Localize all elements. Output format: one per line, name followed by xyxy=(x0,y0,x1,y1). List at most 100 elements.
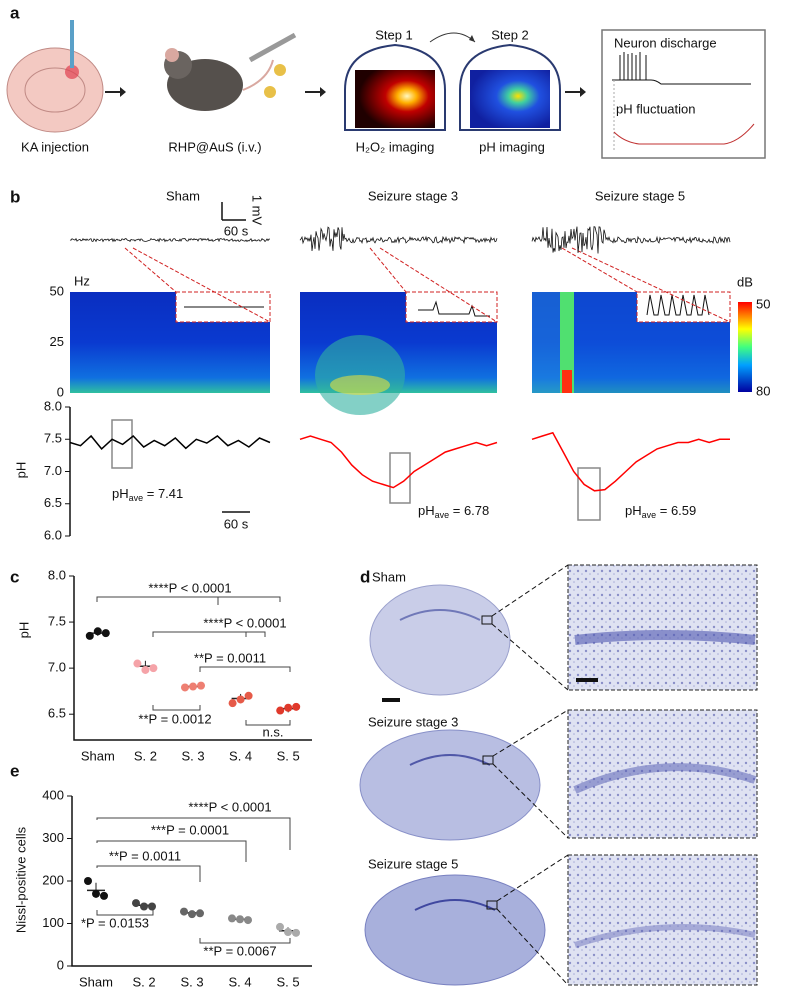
annotation: **P = 0.0012 xyxy=(138,711,211,726)
column-title: Sham xyxy=(166,188,200,203)
ph-sub: ave xyxy=(435,510,450,520)
data-point xyxy=(181,683,189,692)
ph-label: pH xyxy=(112,486,129,501)
x-tick-label: S. 5 xyxy=(276,974,299,989)
panel-label: c xyxy=(10,567,19,586)
annotation: **P = 0.0011 xyxy=(109,848,181,863)
axis-title: pH xyxy=(16,622,31,639)
column-title: Seizure stage 3 xyxy=(368,188,458,203)
illustration xyxy=(6,20,766,159)
data-point xyxy=(228,699,237,708)
label: pH imaging xyxy=(479,139,545,154)
ph-trace xyxy=(531,431,730,492)
data-point xyxy=(93,627,102,636)
y-tick-label: 6.5 xyxy=(48,706,66,721)
label: Step 2 xyxy=(491,27,529,42)
spectrograms xyxy=(70,202,752,521)
data-point xyxy=(133,659,142,668)
axis-title: Nissl-positive cells xyxy=(13,826,28,933)
column-title: Seizure stage 5 xyxy=(595,188,685,203)
label: Neuron discharge xyxy=(614,35,717,50)
histology xyxy=(359,564,758,986)
data-point xyxy=(276,922,284,931)
ph-label: pH xyxy=(418,503,435,518)
y-tick-label: 6.0 xyxy=(44,527,62,542)
label: RHP@AuS (i.v.) xyxy=(168,139,261,154)
y-tick-label: 8.0 xyxy=(44,398,62,413)
x-tick-label: S. 5 xyxy=(277,748,300,763)
freq-tick-label: 0 xyxy=(57,384,64,399)
data-point xyxy=(197,681,205,690)
data-point xyxy=(228,914,236,923)
annotation: **P = 0.0067 xyxy=(203,943,276,958)
x-tick-label: S. 4 xyxy=(229,748,252,763)
y-tick-label: 7.5 xyxy=(44,431,62,446)
freq-tick-label: 50 xyxy=(50,283,64,298)
y-tick-label: 8.0 xyxy=(48,567,66,582)
x-tick-label: Sham xyxy=(81,748,115,763)
annotation: ***P = 0.0001 xyxy=(151,822,229,837)
data-point xyxy=(85,631,94,640)
eeg-trace xyxy=(531,226,731,254)
annotation: *P = 0.0153 xyxy=(81,915,149,930)
data-point xyxy=(132,899,140,908)
data-point xyxy=(244,691,253,700)
y-tick-label: 400 xyxy=(42,787,64,802)
y-tick-label: 7.0 xyxy=(48,660,66,675)
bracket xyxy=(96,596,281,602)
annotation: ****P < 0.0001 xyxy=(148,580,231,595)
ph-sub: ave xyxy=(129,493,144,503)
data-point xyxy=(284,703,293,712)
ph-trace xyxy=(299,435,498,489)
data-point xyxy=(84,877,92,885)
axis-title: pH xyxy=(13,462,28,479)
ph-value: = 6.78 xyxy=(449,503,489,518)
annotation: ****P < 0.0001 xyxy=(203,615,286,630)
ph-sub: ave xyxy=(642,510,657,520)
data-point xyxy=(236,695,245,704)
bracket xyxy=(96,817,291,850)
label: pH fluctuation xyxy=(616,101,696,116)
data-point xyxy=(188,910,196,919)
data-point xyxy=(276,706,285,715)
data-point xyxy=(189,682,197,691)
data-point xyxy=(244,916,252,925)
data-point xyxy=(236,915,244,924)
x-tick-label: S. 3 xyxy=(180,974,203,989)
bracket xyxy=(152,597,266,637)
label: Hz xyxy=(74,273,90,288)
data-point xyxy=(148,902,156,911)
data-point xyxy=(149,664,158,673)
ph-value: = 6.59 xyxy=(656,503,696,518)
x-tick-label: S. 4 xyxy=(228,974,251,989)
x-tick-label: Sham xyxy=(79,974,113,989)
y-tick-label: 200 xyxy=(42,872,64,887)
label: 60 s xyxy=(224,516,249,531)
ph-average: pHave = 6.59 xyxy=(625,503,696,520)
panel-label: e xyxy=(10,761,19,780)
label: KA injection xyxy=(21,139,89,154)
axes xyxy=(73,576,312,741)
label: 50 xyxy=(756,296,770,311)
annotation: ****P < 0.0001 xyxy=(188,799,271,814)
label: Step 1 xyxy=(375,27,413,42)
panel-label: b xyxy=(10,187,20,206)
ph-trace xyxy=(69,434,271,450)
eeg-trace xyxy=(299,226,498,252)
annotation: n.s. xyxy=(263,724,284,739)
data-point xyxy=(100,891,108,900)
y-tick-label: 6.5 xyxy=(44,495,62,510)
label: 80 xyxy=(756,383,770,398)
panel-label: a xyxy=(10,3,20,22)
data-point xyxy=(196,909,204,918)
bracket xyxy=(245,720,291,726)
x-tick-label: S. 2 xyxy=(134,748,157,763)
label: Seizure stage 3 xyxy=(368,714,458,729)
data-point xyxy=(140,902,148,911)
x-tick-label: S. 2 xyxy=(132,974,155,989)
label: 1 mV xyxy=(250,195,265,226)
y-tick-label: 7.0 xyxy=(44,463,62,478)
bracket xyxy=(96,910,154,916)
y-tick-label: 7.5 xyxy=(48,614,66,629)
